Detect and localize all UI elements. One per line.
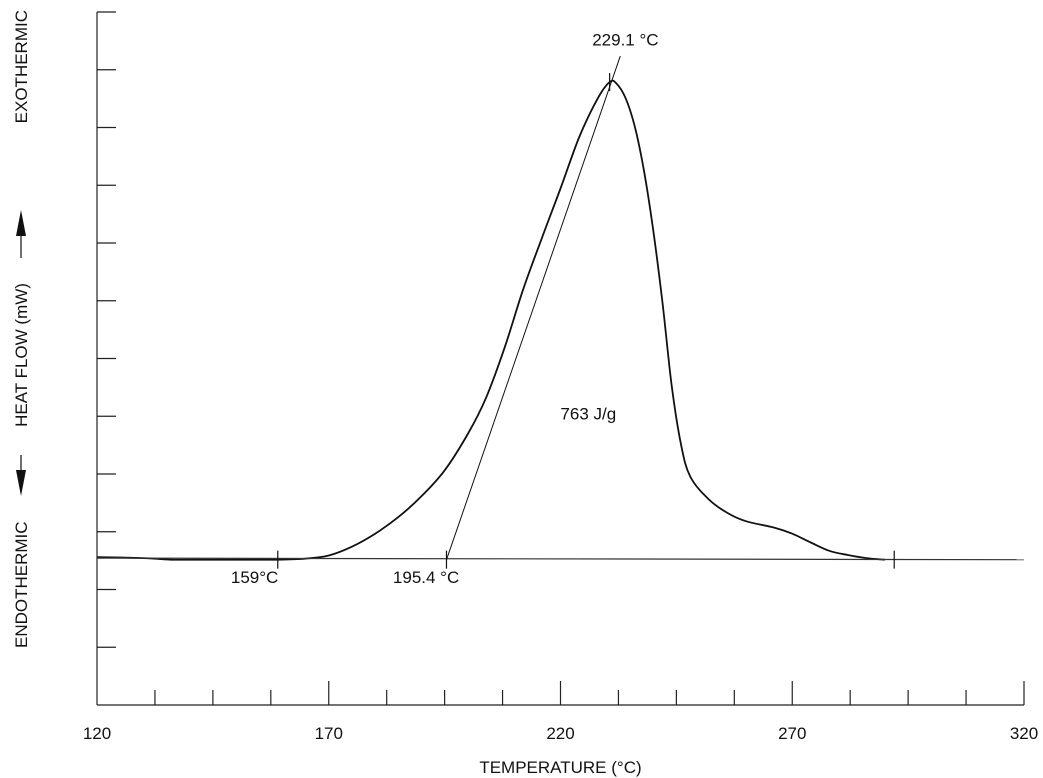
baseline [96,557,1025,561]
annotation-label: 195.4 °C [393,568,459,587]
y-axis-title-exothermic: EXOTHERMIC [12,10,31,123]
x-tick-label: 320 [1010,724,1038,743]
onset-tangent [446,55,621,560]
x-tick-label: 170 [315,724,343,743]
x-tick-label: 270 [778,724,806,743]
annotation-label: 159°C [231,568,278,587]
x-axis-title: TEMPERATURE (°C) [479,758,641,777]
axes-layer: 120 170 220 270 320 [83,11,1038,743]
y-axis-title-endothermic: ENDOTHERMIC [12,521,31,648]
x-tick-label: 120 [83,724,111,743]
y-axis-title-heat-flow: HEAT FLOW (mW) [12,283,31,427]
dsc-curve [96,79,885,561]
x-tick-label: 220 [546,724,574,743]
annotation-layer: 229.1 °C 159°C 195.4 °C 763 J/g [231,31,659,587]
series-layer [96,55,1025,569]
annotation-label: 763 J/g [560,404,616,423]
y-axis-title: ENDOTHERMIC HEAT FLOW (mW) EXOTHERMIC [12,10,31,648]
annotation-label: 229.1 °C [592,31,658,50]
arrow-down-icon [16,470,26,496]
